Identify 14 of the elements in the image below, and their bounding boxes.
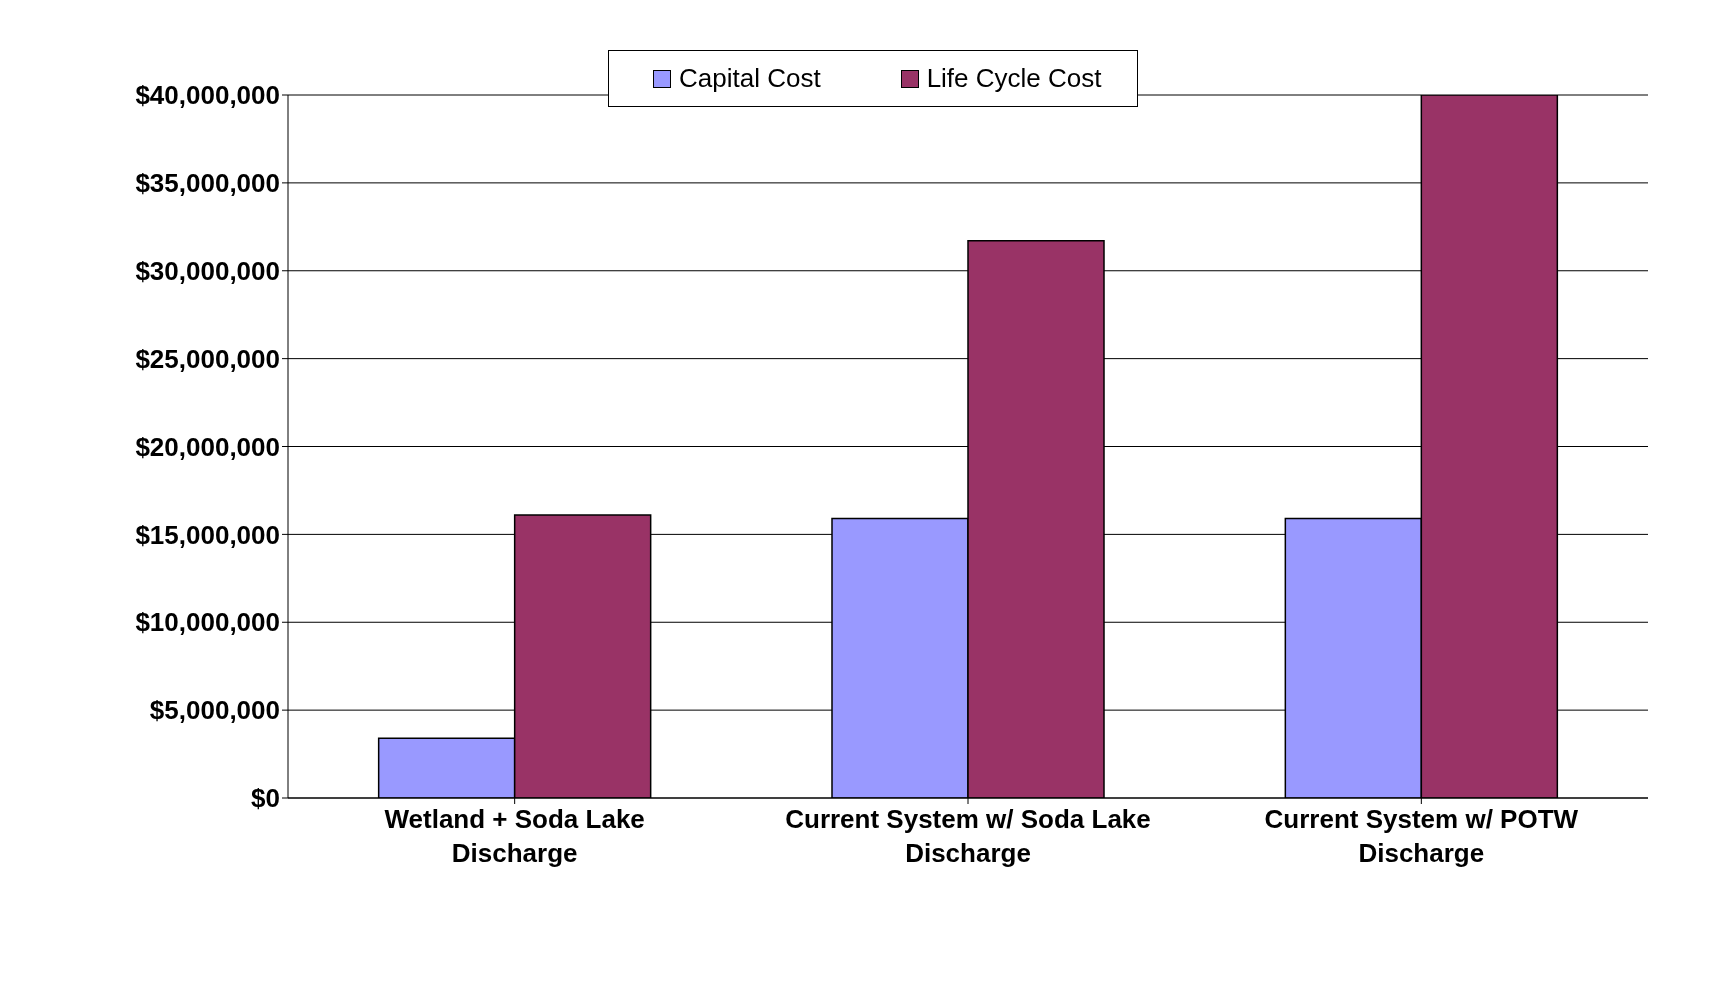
x-tick-label: Current System w/ POTW Discharge [1264,804,1579,868]
legend-label: Capital Cost [678,63,821,94]
y-tick-label: $5,000,000 [149,695,280,726]
y-tick-label: $10,000,000 [135,607,280,638]
x-tick-label: Current System w/ Soda Lake Discharge [785,804,1151,868]
legend-label: Life Cycle Cost [925,63,1102,94]
y-tick-label: $30,000,000 [135,255,280,286]
y-tick-label: $35,000,000 [135,168,280,199]
y-tick-label: $40,000,000 [135,80,280,111]
x-tick-label: Wetland + Soda Lake Discharge [384,804,645,868]
y-tick-label: $25,000,000 [135,343,280,374]
y-tick-label: $20,000,000 [135,431,280,462]
y-tick-label: $15,000,000 [135,519,280,550]
y-tick-label: $0 [251,783,280,814]
